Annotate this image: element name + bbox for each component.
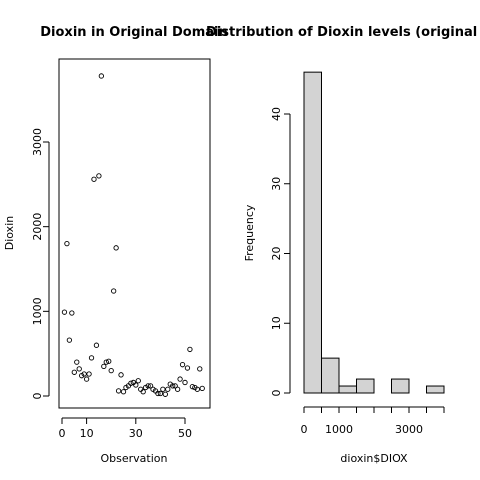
scatter-y-tick-label: 0 — [31, 393, 44, 400]
scatter-x-label: Observation — [101, 452, 168, 465]
scatter-point — [69, 310, 75, 316]
scatter-point — [108, 367, 114, 374]
scatter-points — [61, 73, 205, 397]
scatter-point — [194, 386, 200, 392]
histogram-y-tick-label: 0 — [270, 390, 283, 397]
scatter-point — [199, 385, 205, 392]
histogram-panel: Distribution of Dioxin levels (original … — [206, 25, 480, 465]
scatter-point — [187, 346, 193, 353]
scatter-point — [133, 382, 139, 388]
histogram-bar — [426, 385, 445, 394]
scatter-point — [120, 389, 127, 395]
scatter-point — [189, 384, 196, 390]
histogram-bar — [338, 385, 357, 394]
scatter-point — [115, 388, 122, 394]
histogram-title: Distribution of Dioxin levels (original … — [206, 25, 480, 40]
scatter-y-tick-label: 2000 — [31, 213, 44, 241]
scatter-y-tick-label: 1000 — [31, 297, 44, 325]
scatter-point — [98, 73, 105, 79]
scatter-point — [174, 386, 181, 392]
scatter-point — [155, 390, 161, 397]
scatter-point — [101, 363, 107, 370]
scatter-point — [113, 245, 119, 251]
scatter-point — [128, 380, 134, 386]
histogram-y-label: Frequency — [243, 204, 256, 261]
scatter-point — [184, 365, 191, 371]
scatter-point — [71, 369, 77, 375]
scatter-point — [140, 389, 146, 395]
histogram-y-tick-label: 40 — [270, 107, 283, 121]
histogram-bar — [391, 378, 410, 394]
scatter-point — [145, 383, 151, 389]
scatter-point — [157, 390, 164, 397]
scatter-x-tick-label: 10 — [80, 427, 94, 440]
scatter-x-ticks: 0 10 30 50 — [59, 418, 192, 440]
scatter-point — [162, 391, 168, 397]
scatter-point — [88, 355, 95, 361]
histogram-bar — [303, 71, 322, 394]
scatter-point — [182, 379, 188, 386]
histogram-x-ticks: 0 1000 3000 — [301, 407, 445, 436]
scatter-point — [61, 309, 68, 315]
scatter-x-tick-label: 30 — [129, 427, 143, 440]
scatter-plot-box — [58, 58, 211, 409]
histogram-y-ticks: 0 10 20 30 40 — [270, 107, 290, 397]
scatter-point — [76, 366, 82, 372]
scatter-y-tick-label: 3000 — [31, 128, 44, 156]
scatter-point — [96, 173, 102, 179]
histogram-y-tick-label: 30 — [270, 177, 283, 191]
histogram-y-tick-label: 20 — [270, 247, 283, 261]
histogram-bar — [321, 357, 340, 394]
scatter-point — [170, 383, 176, 389]
scatter-y-ticks: 0 1000 2000 3000 — [31, 128, 49, 400]
scatter-point — [160, 386, 166, 392]
histogram-bar — [356, 378, 375, 394]
scatter-point — [118, 372, 124, 378]
scatter-point — [86, 371, 92, 377]
scatter-point — [74, 359, 80, 365]
scatter-x-tick-label: 0 — [59, 427, 66, 440]
histogram-x-tick-label: 0 — [301, 423, 308, 436]
scatter-point — [135, 378, 141, 384]
scatter-title: Dioxin in Original Domain — [40, 25, 227, 40]
scatter-point — [138, 386, 144, 392]
scatter-point — [179, 362, 186, 368]
scatter-point — [111, 288, 117, 294]
scatter-panel: Dioxin in Original Domain 0 10 30 50 0 1000 2… — [3, 25, 228, 465]
scatter-point — [64, 240, 70, 247]
scatter-y-label: Dioxin — [3, 216, 16, 250]
scatter-point — [66, 337, 73, 343]
histogram-y-tick-label: 10 — [270, 316, 283, 330]
scatter-point — [177, 376, 183, 382]
histogram-x-label: dioxin$DIOX — [340, 452, 408, 465]
histogram-x-tick-label: 1000 — [325, 423, 353, 436]
scatter-point — [106, 358, 112, 364]
scatter-x-tick-label: 50 — [178, 427, 192, 440]
scatter-point — [83, 376, 90, 382]
histogram-x-tick-label: 3000 — [395, 423, 423, 436]
scatter-point — [103, 359, 109, 365]
scatter-point — [197, 366, 203, 372]
scatter-point — [91, 176, 97, 182]
scatter-point — [81, 371, 87, 377]
scatter-point — [93, 342, 100, 348]
scatter-point — [147, 383, 154, 389]
scatter-point — [165, 386, 171, 392]
histogram-bars — [303, 71, 445, 394]
scatter-point — [172, 383, 178, 389]
